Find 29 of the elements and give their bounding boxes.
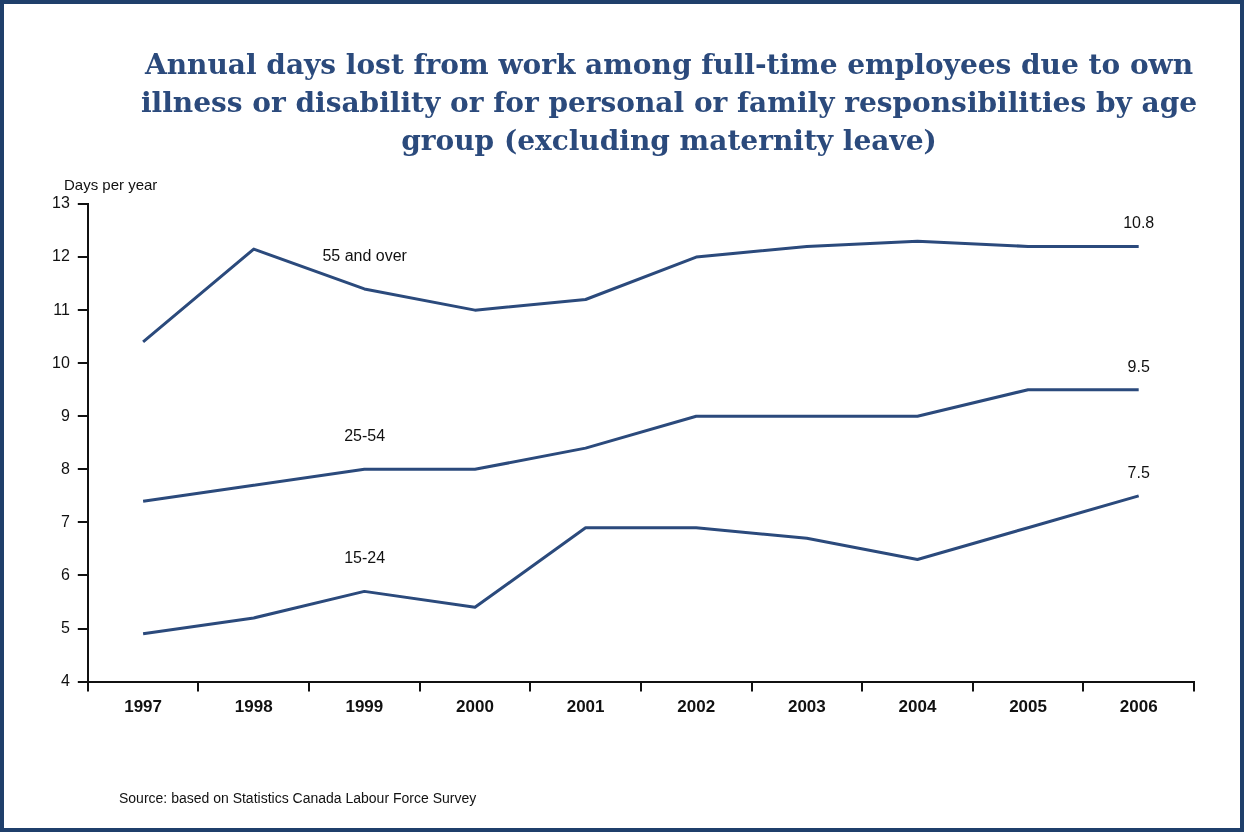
chart-title: Annual days lost from work among full-time employees due to own illness or disability or for personal or family responsibilities by age group (excluding maternity leave) bbox=[139, 47, 1199, 159]
x-tick-label: 1999 bbox=[345, 697, 384, 717]
y-tick-label: 6 bbox=[60, 565, 70, 583]
source-note: Source: based on Statistics Canada Labour Force Survey bbox=[119, 790, 477, 806]
series-label: 25-54 bbox=[344, 427, 386, 445]
series-label: 55 and over bbox=[322, 246, 408, 264]
y-tick-label: 13 bbox=[52, 194, 70, 212]
y-tick-label: 10 bbox=[52, 353, 70, 371]
x-tick-label: 1997 bbox=[124, 697, 163, 717]
y-tick-label: 8 bbox=[60, 459, 70, 477]
x-tick-label: 2000 bbox=[456, 697, 494, 717]
annotation: 10.8 bbox=[1123, 214, 1155, 232]
y-tick-label: 7 bbox=[60, 512, 70, 530]
x-tick-label: 2003 bbox=[787, 697, 826, 717]
x-tick-label: 2004 bbox=[898, 697, 937, 717]
y-axis-title: Days per year bbox=[64, 176, 158, 193]
x-tick-label: 2006 bbox=[1119, 697, 1158, 717]
series-label: 15-24 bbox=[344, 549, 386, 567]
y-tick-label: 11 bbox=[53, 300, 70, 318]
data-label: 7.5 bbox=[1127, 463, 1150, 481]
y-tick-label: 5 bbox=[60, 618, 70, 636]
x-tick-label: 2001 bbox=[566, 697, 605, 717]
x-tick-label: 2002 bbox=[677, 697, 716, 717]
y-tick-label: 9 bbox=[60, 406, 70, 424]
y-tick-label: 4 bbox=[60, 672, 70, 690]
x-tick-label: 2005 bbox=[1009, 697, 1047, 717]
y-tick-label: 12 bbox=[52, 247, 70, 265]
data-label: 9.5 bbox=[1127, 357, 1150, 375]
x-tick-label: 1998 bbox=[234, 697, 273, 717]
